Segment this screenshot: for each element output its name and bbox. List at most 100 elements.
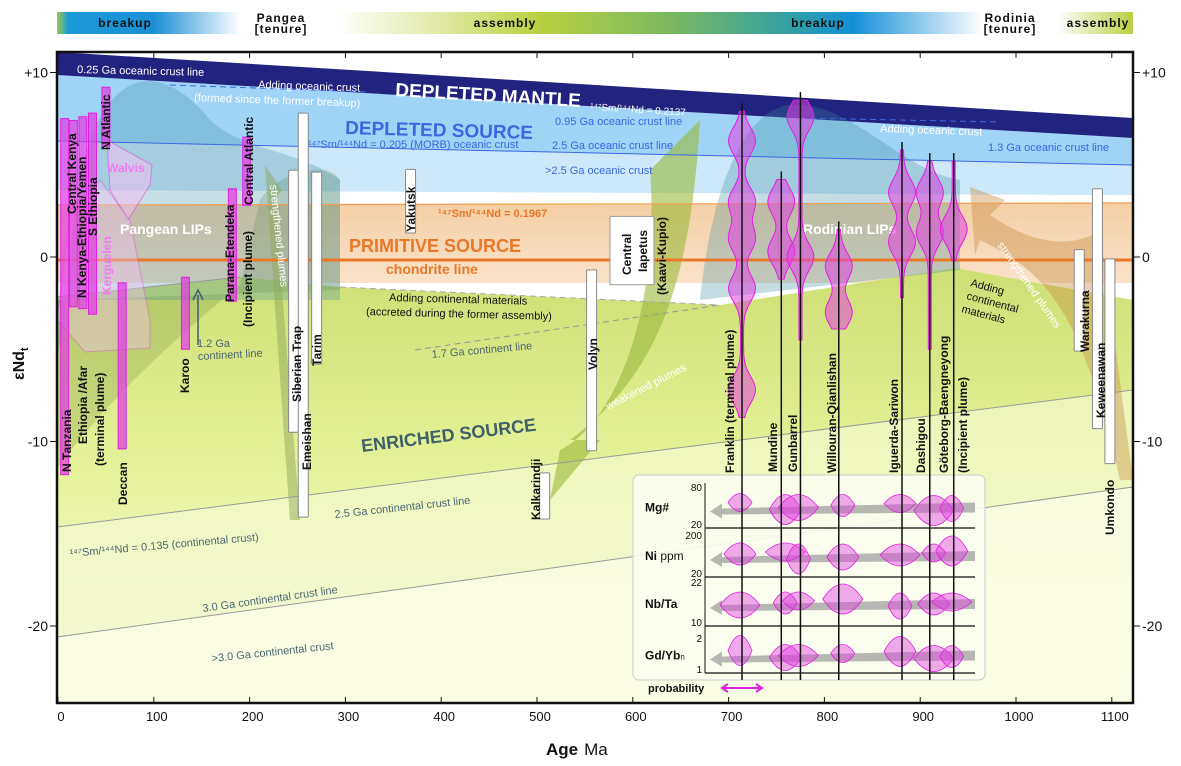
oc-13-label: 1.3 Ga oceanic crust line [988,142,1109,154]
lip-label: Karoo [178,358,192,393]
lip-range-bar [539,472,551,520]
inset-axis-min: 20 [691,520,703,531]
probability-violin [768,494,802,525]
x-axis-label: Age Ma [546,740,608,759]
x-tick-label: 100 [146,709,168,724]
timeline-assembly-label: assembly [474,16,537,30]
probability-violin [935,535,969,567]
timeline-assembly-label-2: assembly [1067,16,1130,30]
lip-label: Central Atlantic [242,116,256,205]
probability-violin [822,583,864,615]
probability-violin [887,592,913,620]
y-axis-label: εNdt [11,347,31,380]
probability-violin [786,543,811,575]
trend-arrow-icon [710,502,975,519]
axis-ticks: 0 100 200 300 400 500 600 700 800 900 1000 1100+10 +… [24,52,1166,724]
morb-ratio-label: ¹⁴⁷Sm/¹⁴⁴Nd = 0.205 (MORB) oceanic crust [308,139,518,151]
continent-line-1-7ga [414,304,721,351]
lip-label: Franklin (terminal plume) [723,330,737,473]
probability-violin [777,644,819,667]
y-tick-label-right: -10 [1142,434,1162,450]
probability-violin [830,494,856,517]
lip-range-bar [586,269,598,452]
x-tick-label: 300 [338,709,360,724]
central-iapetus-label-c: (Kaavi-Kupio) [655,217,669,295]
lip-label: Kalkarindji [529,459,543,520]
lip-range-bar [1104,258,1116,465]
primitive-source-label: PRIMITIVE SOURCE [349,236,521,256]
probability-violin [931,592,973,612]
oc-025-label: 0.25 Ga oceanic crust line [77,64,204,79]
lip-range-bar [1073,249,1085,352]
lip-range-bar [311,171,323,365]
probability-violin [723,542,757,566]
lip-label: Yakutsk [404,186,418,232]
central-iapetus-label-b: Iapetus [636,230,650,272]
incipient-plume-label: (Incipient plume) [241,231,255,327]
inset-axis-min: 1 [696,665,702,676]
x-tick-label: 200 [242,709,264,724]
lip-label: Central Kenya [65,133,79,214]
oc-gt25-label: >2.5 Ga oceanic crust [545,165,652,177]
pangean-lip-bar [242,136,252,206]
lip-label: Dashigou [914,418,928,473]
inset-row-label: Mg# [645,501,669,515]
y-tick-label-left: 0 [40,249,48,265]
depleted-mantle-band [57,52,1133,138]
inset-axis-max: 200 [685,531,702,542]
inset-axis-max: 22 [691,578,703,589]
y-tick-label-right: 0 [1142,249,1150,265]
double-arrow-icon [720,683,764,693]
probability-violin [727,493,753,512]
probability-violin [764,542,806,562]
lip-label: Emeishan [300,413,314,470]
walvis-label: Walvis [107,161,145,175]
y-tick-label-right: +10 [1142,65,1166,81]
incipient-plume-label-2: (Incipient plume) [956,377,970,473]
timeline-pangea-tenure: [tenure] [255,22,308,36]
trend-arrow-icon [710,650,975,667]
inset-axis-min: 20 [691,569,703,580]
adding-oc-label: Adding oceanic crust [258,79,360,95]
cl-12-label-b: continent line [198,348,263,363]
inset-axis-max: 80 [691,483,703,494]
timeline-breakup-label-2: breakup [791,16,845,30]
pangean-lip-bar [68,119,78,308]
lip-label: Umkondo [1103,480,1117,535]
timeline-breakup-label: breakup [98,16,152,30]
supercontinent-cycle-bar: breakup Pangea [tenure] assembly breakup… [57,11,1133,36]
oceanic-crust-dashed-line-2 [799,117,1001,123]
lip-range-bar [1091,188,1103,430]
lip-label: Warakurna [1078,290,1092,352]
lip-range-bar [405,168,417,234]
inset-row-label: Nb/Ta [645,597,678,611]
adding-cm-sub: (accreted during the former assembly) [366,306,552,323]
ethiopia-afar-label: Ethiopia /Afar [76,366,90,444]
lip-labels: N Tanzania Central Kenya N Kenya-Ethiopi… [60,94,1117,535]
timeline-rodinia-label: Rodinia [985,11,1036,25]
pangean-lip-bar [180,276,190,350]
lip-label: Göteborg-Baengneyong [937,336,951,473]
continent-line-1-2ga [57,276,241,298]
central-iapetus-label-a: Central [620,234,634,275]
probability-violin [939,495,965,522]
lip-label: Gunbarrel [786,415,800,472]
x-tick-label: 1100 [1101,709,1129,724]
adding-cm-label: Adding continental materials [389,292,528,308]
rodinian-lips-label: Rodinian LIPs [803,221,897,237]
central-iapetus-box [609,215,655,286]
lip-range-bar [297,112,309,518]
pangean-plume-head [57,81,340,361]
x-tick-label: 600 [625,709,647,724]
lip-label: Siberian Trap [290,326,304,402]
lip-label: Tarim [310,334,324,366]
lip-label: S Ethiopia [86,177,100,236]
depleted-source-lower [57,141,1133,195]
x-tick-label: 400 [433,709,455,724]
x-tick-label: 900 [912,709,934,724]
plot-area: DEPLETED MANTLE ¹⁴⁷Sm/¹⁴⁴Nd = 0.2137 DEP… [57,52,1133,703]
probability-violin [883,494,917,513]
trend-arrow-icon [710,551,975,567]
pangean-lip-bar [101,86,111,147]
